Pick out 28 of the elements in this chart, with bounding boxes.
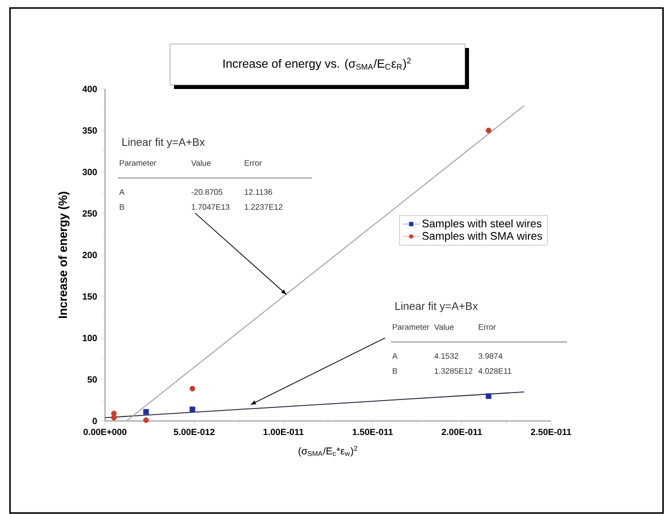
point: [486, 393, 492, 399]
legend-label: Samples with SMA wires: [422, 232, 542, 242]
y-tick-label: 150: [82, 293, 97, 300]
point: [486, 128, 492, 134]
x-axis-title: (σ$_{SMA}$/E$_{c}$*ε$_{w}$)$^{2}$: [298, 446, 358, 456]
chart-title: Increase of energy vs. (σ$_{SMA}$/E$_{C}$ε$_{R}$)$^{2}$: [224, 58, 411, 70]
y-tick-label: 200: [82, 252, 97, 258]
x-tick-label: 1.50E-011: [352, 428, 393, 436]
point: [190, 406, 196, 412]
x-tick-label: 5.00E-012: [174, 428, 215, 436]
annotation: Linear fit y=A+Bx: [122, 138, 205, 148]
y-tick-label: 350: [82, 127, 97, 134]
point: [143, 417, 149, 423]
y-tick-label: 100: [82, 334, 97, 342]
x-tick-label: 2.00E-011: [442, 428, 482, 436]
point: [190, 386, 196, 392]
x-tick-label: 2.50E-011: [530, 428, 572, 436]
y-tick-label: 250: [82, 210, 97, 217]
annotation: Linear fit y=A+Bx: [395, 302, 478, 312]
x-tick-label: 0.00E+000: [84, 428, 126, 436]
legend-label: Samples with steel wires: [422, 219, 542, 230]
y-tick-label: 300: [82, 168, 97, 176]
y-tick-label: 50: [88, 376, 97, 383]
y-axis-title: Increase of energy (%): [58, 192, 70, 318]
point: [143, 409, 149, 415]
x-tick-label: 1.00E-011: [264, 428, 304, 436]
y-tick-label: 0: [92, 418, 97, 424]
y-tick-label: 400: [82, 86, 97, 92]
